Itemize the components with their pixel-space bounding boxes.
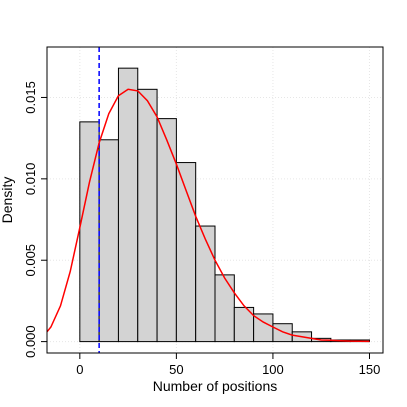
histogram-bar xyxy=(214,274,235,343)
x-tick-label: 150 xyxy=(359,362,381,377)
y-tick-label: 0.005 xyxy=(23,244,38,277)
x-tick-label: 50 xyxy=(169,362,183,377)
density-curve xyxy=(46,88,370,343)
y-axis: 0.000 0.005 0.010 0.015 xyxy=(23,81,47,358)
x-tick-label: 100 xyxy=(262,362,284,377)
y-tick-label: 0.015 xyxy=(23,81,38,114)
plot-frame xyxy=(46,46,384,354)
histogram-bar xyxy=(98,139,119,343)
x-axis: 0 50 100 150 xyxy=(76,353,380,377)
y-tick-label: 0.010 xyxy=(23,163,38,196)
y-axis-title: Density xyxy=(0,177,15,224)
x-tick-label: 0 xyxy=(76,362,83,377)
y-tick-label: 0.000 xyxy=(23,325,38,358)
histogram-bar xyxy=(137,88,158,343)
density-curve-layer xyxy=(46,88,370,343)
histogram-bar xyxy=(272,323,293,343)
histogram-bars xyxy=(79,67,370,343)
histogram-bar xyxy=(117,67,139,343)
histogram-bar xyxy=(195,225,216,343)
histogram-bar xyxy=(156,118,177,343)
x-axis-title: Number of positions xyxy=(153,378,278,394)
